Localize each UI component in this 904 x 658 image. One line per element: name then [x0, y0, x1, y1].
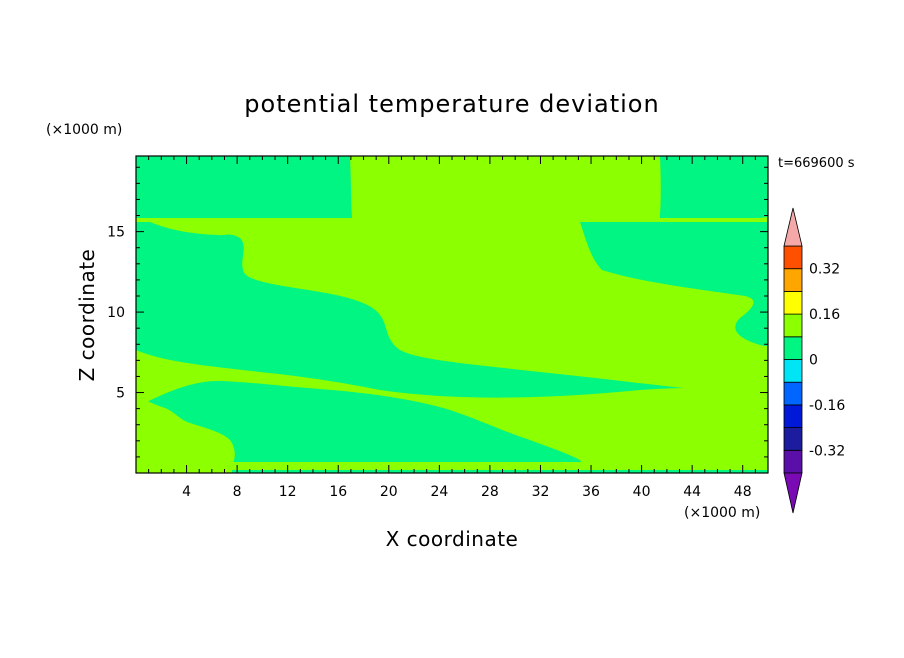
colorbar-tick-label: 0.16	[809, 307, 840, 323]
field-region-upper-right-patch	[670, 217, 768, 222]
x-tick-label: 12	[279, 484, 297, 500]
x-axis: 4 8 12 16 20 24 28 32 36 40 44 48	[148, 156, 756, 500]
x-tick-label: 8	[233, 484, 242, 500]
y-axis-label: Z coordinate	[75, 249, 99, 382]
colorbar-tick-label: -0.16	[809, 398, 845, 414]
x-tick-label: 44	[683, 484, 701, 500]
time-label: t=669600 s	[778, 156, 855, 171]
field-region-middle-band	[150, 222, 768, 394]
x-tick-label: 40	[633, 484, 651, 500]
y-unit-label: (×1000 m)	[46, 122, 122, 138]
colorbar-tick-label: 0.32	[809, 262, 840, 278]
y-axis: 5 10 15	[107, 166, 768, 458]
colorbar-swatch	[783, 336, 803, 360]
x-tick-label: 16	[329, 484, 347, 500]
field-region-lower-band	[136, 350, 768, 470]
colorbar-over-triangle	[783, 207, 803, 247]
x-tick-label: 36	[582, 484, 600, 500]
colorbar-swatch	[783, 290, 803, 315]
y-tick-label: 10	[107, 305, 125, 321]
chart-title: potential temperature deviation	[244, 90, 659, 118]
colorbar-swatch	[783, 449, 803, 474]
x-tick-label: 32	[532, 484, 550, 500]
x-tick-label: 20	[380, 484, 398, 500]
field-region-upper-left-strip	[136, 218, 768, 222]
x-tick-label: 4	[182, 484, 191, 500]
colorbar-swatch	[783, 359, 803, 383]
colorbar-swatch	[783, 245, 803, 270]
colorbar-tick-label: -0.32	[809, 443, 845, 459]
field-region-lower-left-bump	[136, 395, 235, 473]
plot-area	[135, 155, 769, 474]
x-axis-label: X coordinate	[386, 527, 519, 551]
x-tick-label: 48	[734, 484, 752, 500]
colorbar-swatch	[783, 381, 803, 406]
colorbar-swatch	[783, 313, 803, 338]
colorbar-swatch	[783, 268, 803, 292]
x-tick-label: 28	[481, 484, 499, 500]
x-tick-label: 24	[430, 484, 448, 500]
colorbar-tick-label: 0	[809, 353, 818, 369]
y-tick-label: 5	[116, 386, 125, 402]
colorbar-swatch	[783, 427, 803, 451]
colorbar-swatch	[783, 404, 803, 428]
x-unit-label: (×1000 m)	[684, 505, 760, 521]
field-region-upper-block	[350, 156, 661, 218]
y-tick-label: 15	[107, 225, 125, 241]
colorbar: 0.32 0.16 0 -0.16 -0.32	[783, 207, 845, 514]
field-region-bottom-strip	[232, 462, 586, 470]
colorbar-under-triangle	[783, 472, 803, 514]
